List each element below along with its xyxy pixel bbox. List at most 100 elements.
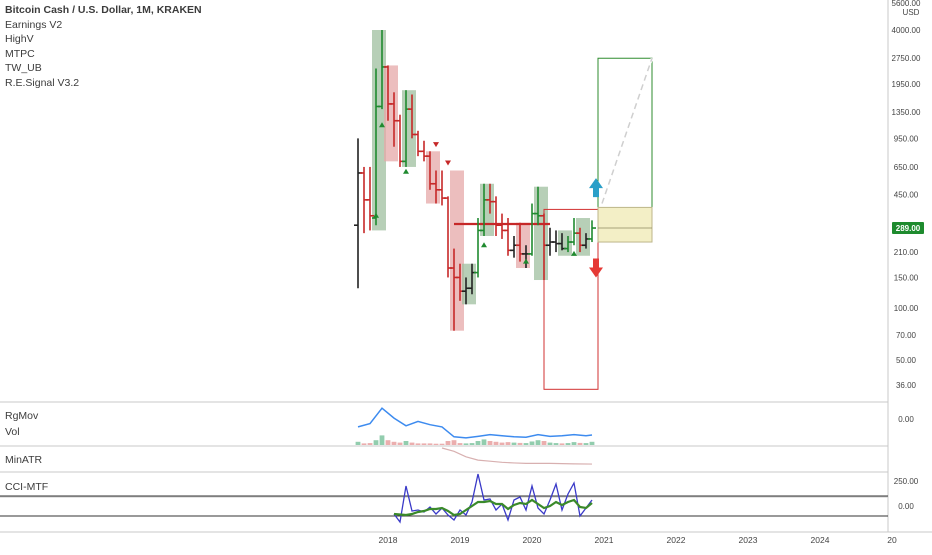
- chart-title[interactable]: Bitcoin Cash / U.S. Dollar, 1M, KRAKEN: [5, 4, 202, 16]
- time-tick-0: 2018: [379, 535, 398, 545]
- vol-bar-16: [451, 440, 457, 445]
- time-tick-6: 2024: [811, 535, 830, 545]
- vol-bar-37: [577, 442, 583, 445]
- price-tick-2: 1950.00: [892, 80, 921, 89]
- price-tick-5: 650.00: [894, 163, 919, 172]
- signal-marker-1: [373, 212, 379, 218]
- time-tick-3: 2021: [595, 535, 614, 545]
- minatr-label[interactable]: MinATR: [5, 454, 43, 466]
- vol-bar-3: [373, 440, 379, 445]
- time-tick-5: 2023: [739, 535, 758, 545]
- vol-bar-18: [463, 443, 469, 445]
- price-tick-4: 950.00: [894, 134, 919, 143]
- vol-bar-36: [571, 442, 577, 445]
- entry-zone: [597, 206, 653, 243]
- signal-box-6: [480, 183, 494, 236]
- vol-bar-15: [445, 441, 451, 445]
- vol-bar-32: [547, 442, 553, 445]
- signal-box-3: [426, 151, 440, 204]
- signal-box-2: [402, 90, 416, 167]
- vol-bar-12: [427, 443, 433, 445]
- signal-marker-4: [445, 160, 451, 166]
- rgmov-axis-tick: 0.00: [898, 415, 914, 424]
- minatr-line: [441, 447, 593, 465]
- vol-bar-34: [559, 443, 565, 445]
- price-tick-12: 36.00: [896, 381, 917, 390]
- vol-bar-20: [475, 441, 481, 445]
- vol-bar-35: [565, 443, 571, 445]
- trade-projection: [543, 57, 654, 390]
- vol-bar-25: [505, 442, 511, 445]
- signal-box-0: [372, 30, 386, 231]
- vol-bar-26: [511, 442, 517, 445]
- vol-bar-33: [553, 443, 559, 445]
- signal-box-8: [534, 186, 548, 281]
- arrow-up-icon: [589, 178, 603, 198]
- price-candles: [354, 30, 596, 331]
- ohlc-bar-2[interactable]: [366, 166, 374, 231]
- vol-bar-28: [523, 443, 529, 445]
- price-axis-currency: USD: [903, 8, 920, 17]
- vol-bar-0: [355, 441, 361, 445]
- signal-box-10: [576, 218, 590, 256]
- time-axis: 2018 2019 2020 2021 2022 2023 2024 20: [379, 535, 897, 545]
- vol-bar-22: [487, 441, 493, 445]
- signal-marker-0: [379, 122, 385, 128]
- vol-bar-9: [409, 442, 415, 445]
- cci-label[interactable]: CCI-MTF: [5, 481, 49, 493]
- indicator-re-signal[interactable]: R.E.Signal V3.2: [5, 76, 80, 89]
- vol-bar-2: [367, 443, 373, 445]
- vol-bar-14: [439, 443, 445, 445]
- panel-separators: [0, 0, 932, 533]
- vol-bar-6: [391, 441, 397, 445]
- vol-bar-38: [583, 443, 589, 445]
- time-tick-7: 20: [887, 535, 897, 545]
- vol-bar-30: [535, 440, 541, 445]
- signal-marker-6: [523, 258, 529, 264]
- signal-marker-7: [571, 250, 577, 256]
- indicator-mtpc[interactable]: MTPC: [5, 47, 35, 60]
- price-tick-6: 450.00: [894, 191, 919, 200]
- signal-box-1: [384, 65, 398, 162]
- time-tick-4: 2022: [667, 535, 686, 545]
- time-tick-1: 2019: [451, 535, 470, 545]
- projection-line: [601, 57, 653, 204]
- price-axis-top-label: 5600.00: [892, 0, 921, 8]
- vol-bar-19: [469, 443, 475, 445]
- vol-label[interactable]: Vol: [5, 426, 20, 438]
- signal-markers: [373, 122, 577, 264]
- current-price-badge: [892, 222, 924, 235]
- vol-bar-39: [589, 441, 595, 445]
- price-tick-9: 100.00: [894, 304, 919, 313]
- signal-box-5: [462, 263, 476, 305]
- indicator-tw-ub[interactable]: TW_UB: [5, 62, 42, 75]
- vol-bar-13: [433, 443, 439, 445]
- stop-box: [543, 208, 599, 390]
- signal-marker-2: [403, 168, 409, 174]
- time-tick-2: 2020: [523, 535, 542, 545]
- price-tick-7: 210.00: [894, 248, 919, 257]
- vol-bar-21: [481, 439, 487, 445]
- vol-bar-23: [493, 441, 499, 445]
- signal-marker-5: [481, 242, 487, 248]
- rgmov-label[interactable]: RgMov: [5, 410, 39, 422]
- price-tick-3: 1350.00: [892, 108, 921, 117]
- signal-marker-3: [433, 142, 439, 148]
- indicator-panels: [0, 407, 888, 524]
- ohlc-bar-39[interactable]: [588, 220, 596, 243]
- price-tick-10: 70.00: [896, 331, 917, 340]
- vol-bar-1: [361, 443, 367, 445]
- cci-signal-line: [393, 498, 593, 517]
- price-tick-11: 50.00: [896, 356, 917, 365]
- current-price-label: 289.00: [896, 224, 921, 233]
- vol-bar-4: [379, 435, 385, 445]
- indicator-earnings[interactable]: Earnings V2: [5, 18, 63, 31]
- vol-bar-5: [385, 440, 391, 445]
- vol-bar-10: [415, 443, 421, 445]
- vol-bar-31: [541, 441, 547, 445]
- chart-legend: Bitcoin Cash / U.S. Dollar, 1M, KRAKEN E…: [5, 3, 202, 91]
- indicator-highv[interactable]: HighV: [5, 33, 34, 46]
